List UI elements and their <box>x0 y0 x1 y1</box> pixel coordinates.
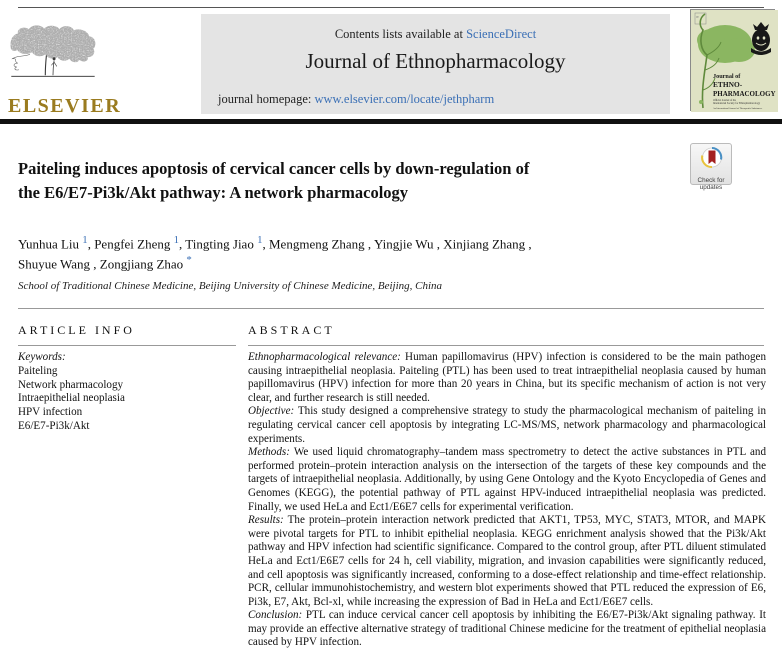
svg-text:International Society for Ethn: International Society for Ethnopharmacol… <box>713 102 761 105</box>
svg-text:ETHNO-: ETHNO- <box>713 80 743 89</box>
svg-text:Journal of: Journal of <box>713 73 741 80</box>
svg-text:PHARMACOLOGY: PHARMACOLOGY <box>713 90 776 98</box>
svg-text:JE: JE <box>696 15 699 19</box>
svg-text:An International Journal of Th: An International Journal of Therapeutic … <box>713 107 762 110</box>
